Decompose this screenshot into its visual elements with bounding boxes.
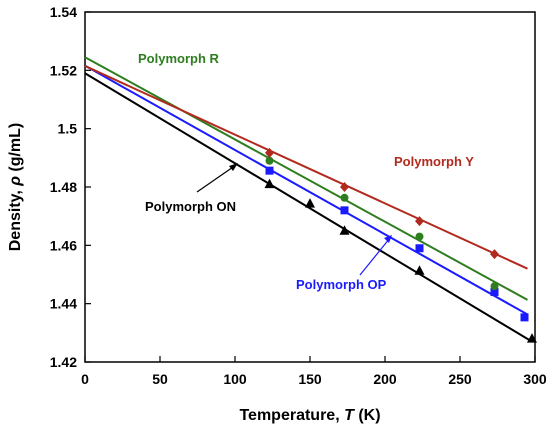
data-point-polymorph-y <box>340 182 349 192</box>
y-tick-label: 1.54 <box>50 4 77 20</box>
data-point-polymorph-on <box>264 178 275 189</box>
axis-ticks: 0 50 100 150 200 250 300 1.42 1.44 1.46 1.48 1.5 1.5… <box>50 4 547 387</box>
data-point-polymorph-r <box>490 282 499 291</box>
annotation-arrows <box>196 163 392 276</box>
data-point-polymorph-op <box>265 166 274 175</box>
y-tick-label: 1.48 <box>50 179 77 195</box>
arrow-ON <box>196 164 237 193</box>
data-point-polymorph-y <box>415 216 424 227</box>
data-point-polymorph-on <box>527 333 537 343</box>
data-point-polymorph-r <box>340 193 349 202</box>
data-point-polymorph-y <box>490 249 499 260</box>
x-tick-label: 200 <box>373 371 397 387</box>
x-tick-label: 300 <box>523 371 547 387</box>
y-axis-title: Density, ρ (g/mL) <box>7 123 24 252</box>
x-tick-label: 50 <box>152 371 168 387</box>
label-polymorph-R: Polymorph R <box>138 51 220 66</box>
data-point-polymorph-y <box>265 147 274 158</box>
label-polymorph-OP: Polymorph OP <box>296 277 387 292</box>
y-tick-label: 1.52 <box>50 62 77 78</box>
label-polymorph-Y: Polymorph Y <box>394 154 474 169</box>
fit-line-polymorph-y <box>84 65 528 270</box>
data-points <box>264 147 537 343</box>
fit-line-polymorph-op <box>84 64 528 316</box>
x-tick-label: 100 <box>223 371 247 387</box>
plot-frame <box>84 11 536 363</box>
x-tick-label: 250 <box>448 371 472 387</box>
data-point-polymorph-on <box>305 198 315 208</box>
data-point-polymorph-on <box>339 225 350 235</box>
data-point-polymorph-r <box>415 232 424 241</box>
data-point-polymorph-on <box>414 265 425 275</box>
label-polymorph-ON: Polymorph ON <box>145 199 236 214</box>
arrow-OP <box>359 237 391 276</box>
y-tick-label: 1.46 <box>50 237 77 253</box>
y-tick-label: 1.5 <box>58 121 78 137</box>
y-tick-label: 1.44 <box>50 296 77 312</box>
data-point-polymorph-op <box>415 244 424 253</box>
data-point-polymorph-op <box>340 206 349 215</box>
x-tick-label: 150 <box>298 371 322 387</box>
fit-line-polymorph-r <box>84 56 528 301</box>
x-axis-title: Temperature, T (K) <box>239 407 380 424</box>
x-tick-label: 0 <box>81 371 89 387</box>
data-point-polymorph-op <box>520 313 529 322</box>
data-point-polymorph-r <box>265 156 274 165</box>
y-tick-label: 1.42 <box>50 354 77 370</box>
data-point-polymorph-op <box>490 288 499 296</box>
arrow-OP-head <box>384 235 392 243</box>
arrow-ON-head <box>229 163 238 171</box>
